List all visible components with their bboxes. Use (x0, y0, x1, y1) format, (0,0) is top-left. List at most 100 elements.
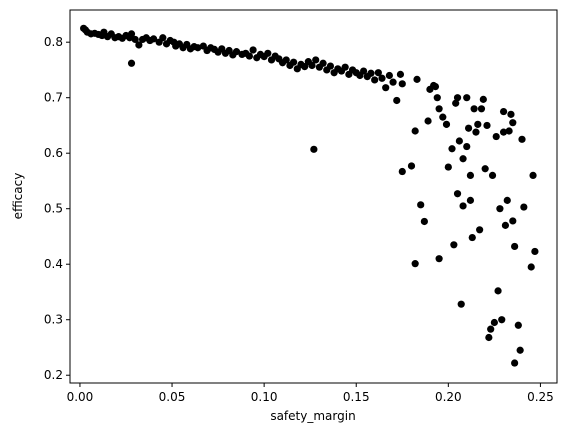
point (341, 63, 349, 71)
y-tick-label: 0.7 (44, 91, 63, 105)
point (367, 69, 375, 77)
point (505, 127, 513, 135)
point (411, 127, 419, 135)
point (511, 242, 519, 251)
point (374, 69, 382, 77)
point (433, 94, 441, 102)
point (290, 58, 298, 66)
point (477, 105, 486, 113)
y-axis-label: efficacy (11, 173, 25, 220)
point (507, 110, 515, 118)
point (435, 105, 443, 113)
point (398, 80, 406, 88)
point (481, 165, 489, 173)
point (371, 76, 379, 84)
point (442, 120, 451, 128)
plot-frame (69, 9, 558, 384)
point (232, 48, 241, 56)
point (468, 233, 476, 242)
point (453, 94, 462, 102)
point (413, 75, 421, 83)
point (516, 346, 524, 354)
point (499, 107, 508, 116)
point (485, 333, 493, 342)
point (509, 217, 517, 225)
point (472, 128, 480, 136)
point (439, 113, 447, 121)
point (448, 145, 456, 153)
point (529, 171, 537, 180)
point (249, 46, 257, 54)
point (459, 202, 467, 210)
point (487, 325, 495, 333)
point (483, 121, 491, 130)
point (194, 44, 202, 52)
point (127, 30, 136, 38)
point (301, 63, 309, 71)
point (514, 321, 522, 329)
point (159, 34, 167, 42)
point (518, 135, 526, 143)
y-tick-label: 0.2 (44, 368, 63, 382)
point (453, 190, 462, 198)
point (264, 49, 272, 57)
point (420, 217, 428, 226)
point (531, 247, 539, 256)
point (431, 82, 440, 91)
point (499, 128, 508, 136)
point (476, 226, 484, 234)
x-tick-label: 0.20 (435, 390, 462, 404)
y-tick-label: 0.4 (44, 257, 63, 271)
x-tick-label: 0.05 (159, 390, 186, 404)
point (398, 167, 406, 176)
point (131, 35, 139, 44)
point (378, 74, 386, 82)
point (501, 221, 510, 229)
y-tick-label: 0.8 (44, 35, 63, 49)
x-axis-label: safety_margin (270, 409, 355, 423)
x-tick-label: 0.15 (343, 390, 370, 404)
point (319, 59, 327, 67)
point (479, 95, 487, 103)
point (452, 99, 460, 107)
point (466, 196, 475, 204)
y-tick-label: 0.3 (44, 313, 63, 327)
point (310, 145, 318, 153)
point (359, 67, 368, 75)
point (509, 119, 517, 127)
point (312, 56, 320, 64)
point (150, 35, 158, 43)
point (411, 260, 419, 268)
point (382, 84, 390, 92)
point (308, 61, 316, 70)
point (407, 162, 416, 170)
point (470, 105, 478, 113)
point (424, 117, 432, 125)
point (527, 263, 535, 271)
point (488, 171, 497, 180)
point (494, 287, 502, 295)
x-tick-label: 0.25 (527, 390, 554, 404)
point (326, 62, 335, 70)
point (498, 316, 506, 324)
point (459, 155, 467, 163)
y-tick-label: 0.5 (44, 202, 63, 216)
point (503, 196, 511, 204)
point (492, 132, 500, 141)
point (393, 96, 401, 105)
point (511, 359, 519, 367)
x-tick-label: 0.00 (67, 390, 94, 404)
point (417, 201, 425, 209)
point (450, 241, 458, 249)
point (463, 142, 471, 151)
point (389, 78, 397, 86)
point (463, 94, 471, 102)
point (455, 137, 463, 145)
point (135, 41, 143, 49)
y-tick-label: 0.6 (44, 146, 63, 160)
point (396, 70, 405, 78)
point (444, 163, 452, 171)
point (435, 255, 443, 263)
point (127, 59, 136, 67)
